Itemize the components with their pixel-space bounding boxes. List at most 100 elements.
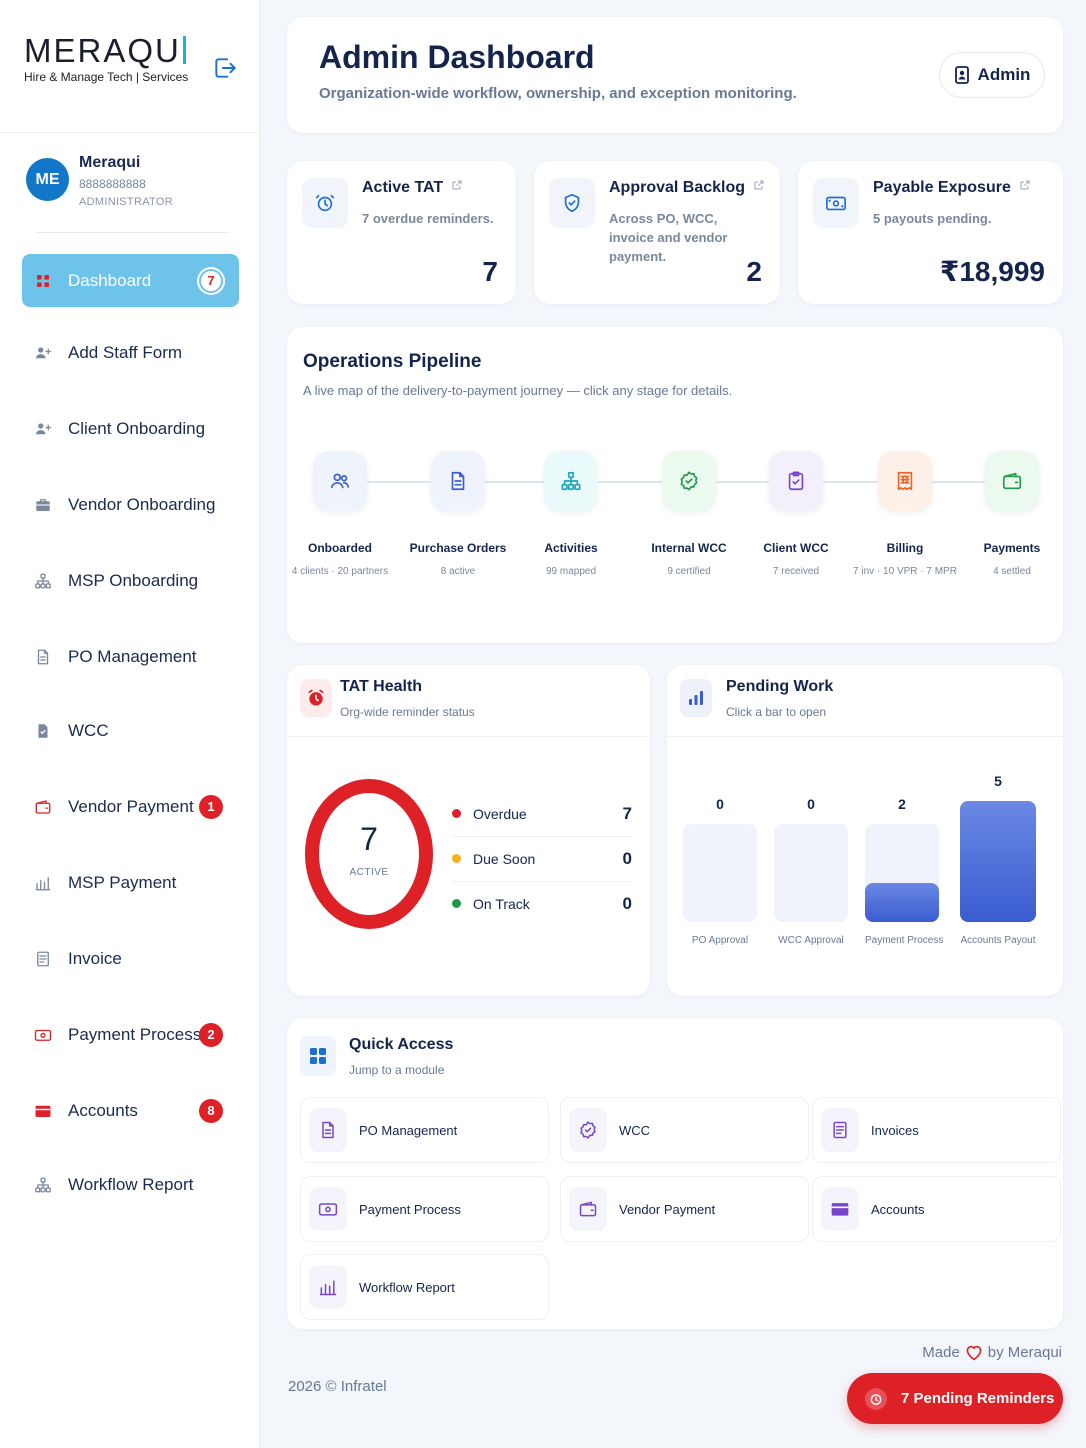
quick-access-invoices[interactable]: Invoices xyxy=(812,1097,1061,1163)
sidebar-item-payment-process[interactable]: Payment Process 2 xyxy=(22,1008,239,1061)
quick-access-wcc[interactable]: WCC xyxy=(560,1097,809,1163)
quick-access-vendor-payment[interactable]: Vendor Payment xyxy=(560,1176,809,1242)
profile-role: ADMINISTRATOR xyxy=(79,196,173,208)
bar-accounts-payout[interactable]: 5 Accounts Payout xyxy=(960,736,1050,996)
badge-check-icon xyxy=(569,1108,607,1152)
copyright: 2026 © Infratel xyxy=(288,1378,387,1395)
hierarchy-icon xyxy=(34,1176,52,1194)
id-badge-icon xyxy=(954,66,969,84)
status-dot xyxy=(452,809,461,818)
brand-logo[interactable]: MERAQU Hire & Manage Tech | Services xyxy=(24,34,189,84)
pipeline-stage-internal-wcc[interactable]: Internal WCC 9 certified xyxy=(629,451,749,577)
stat-card-payable-exposure[interactable]: Payable Exposure 5 payouts pending. ₹18,… xyxy=(798,161,1063,304)
tat-donut-chart xyxy=(305,779,433,929)
bar-category-label: Accounts Payout xyxy=(960,935,1036,946)
sidebar-item-wcc[interactable]: WCC xyxy=(22,704,239,757)
receipt-icon xyxy=(878,451,932,511)
bar-chart-icon xyxy=(309,1265,347,1309)
profile-name: Meraqui xyxy=(79,154,141,171)
sidebar-item-add-staff-form[interactable]: Add Staff Form xyxy=(22,326,239,379)
status-dot xyxy=(452,854,461,863)
sidebar-item-invoice[interactable]: Invoice xyxy=(22,932,239,985)
quick-access-accounts[interactable]: Accounts xyxy=(812,1176,1061,1242)
quick-access-label: Invoices xyxy=(871,1122,919,1138)
wallet-icon xyxy=(34,798,52,816)
sidebar-item-vendor-onboarding[interactable]: Vendor Onboarding xyxy=(22,478,239,531)
pipeline-stage-payments[interactable]: Payments 4 settled xyxy=(952,451,1072,577)
sidebar-item-label: Workflow Report xyxy=(68,1174,194,1194)
profile-phone: 8888888888 xyxy=(79,177,146,191)
tat-health-card: TAT Health Org-wide reminder status 7 AC… xyxy=(287,665,650,996)
stage-meta: 99 mapped xyxy=(545,566,597,577)
status-count: 7 xyxy=(622,803,632,823)
stat-value: 2 xyxy=(746,256,762,287)
sidebar-item-workflow-report[interactable]: Workflow Report xyxy=(22,1158,239,1211)
stage-name: Purchase Orders xyxy=(409,541,507,555)
bar-payment-process[interactable]: 2 Payment Process xyxy=(865,736,953,996)
sidebar-item-accounts[interactable]: Accounts 8 xyxy=(22,1084,239,1137)
pending-reminders-button[interactable]: 7 Pending Reminders xyxy=(847,1373,1063,1424)
bar-wcc-approval[interactable]: 0 WCC Approval xyxy=(774,736,862,996)
sidebar-item-client-onboarding[interactable]: Client Onboarding xyxy=(22,402,239,455)
tat-status-on-track[interactable]: On Track 0 xyxy=(452,881,632,926)
stat-description: 7 overdue reminders. xyxy=(362,211,494,226)
tat-status-due-soon[interactable]: Due Soon 0 xyxy=(452,836,632,881)
external-link-icon xyxy=(452,180,462,190)
bar-fill xyxy=(960,801,1036,922)
stage-meta: 7 inv · 10 VPR · 7 MPR xyxy=(853,566,957,577)
bar-category-label: WCC Approval xyxy=(778,935,844,946)
status-dot xyxy=(452,899,461,908)
bar-value-label: 0 xyxy=(807,796,815,812)
quick-access-workflow-report[interactable]: Workflow Report xyxy=(300,1254,549,1320)
stat-value: ₹18,999 xyxy=(939,256,1045,287)
made-by-credit: Made by Meraqui xyxy=(922,1343,1062,1361)
pipeline-stage-billing[interactable]: Billing 7 inv · 10 VPR · 7 MPR xyxy=(845,451,965,577)
stat-description: Across PO, WCC, invoice and vendor payme… xyxy=(609,211,728,264)
bar-po-approval[interactable]: 0 PO Approval xyxy=(683,736,771,996)
sidebar-item-vendor-payment[interactable]: Vendor Payment 1 xyxy=(22,780,239,833)
sidebar-item-po-management[interactable]: PO Management xyxy=(22,630,239,683)
stage-meta: 7 received xyxy=(772,566,820,577)
brand-tagline: Hire & Manage Tech | Services xyxy=(24,70,189,84)
stat-card-active-tat[interactable]: Active TAT 7 overdue reminders. 7 xyxy=(287,161,516,304)
bar-category-label: Payment Process xyxy=(865,935,944,946)
card-subtitle: Jump to a module xyxy=(349,1063,445,1077)
pipeline-stage-client-wcc[interactable]: Client WCC 7 received xyxy=(736,451,856,577)
sidebar-item-label: Vendor Onboarding xyxy=(68,494,216,514)
tat-status-overdue[interactable]: Overdue 7 xyxy=(452,791,632,836)
grid-icon xyxy=(300,1036,336,1076)
pipeline-stage-onboarded[interactable]: Onboarded 4 clients · 20 partners xyxy=(280,451,400,577)
bar-chart-icon xyxy=(680,679,712,717)
stage-name: Activities xyxy=(544,541,598,555)
sidebar-item-label: Add Staff Form xyxy=(68,342,183,362)
status-count: 0 xyxy=(622,848,632,868)
logout-icon[interactable] xyxy=(212,55,238,81)
wallet-icon xyxy=(985,451,1039,511)
bar-category-label: PO Approval xyxy=(691,935,749,946)
stage-name: Payments xyxy=(983,541,1041,555)
stage-name: Onboarded xyxy=(307,541,372,555)
quick-access-po-management[interactable]: PO Management xyxy=(300,1097,549,1163)
bar-value-label: 5 xyxy=(994,773,1002,789)
invoice-icon xyxy=(34,950,52,968)
card-subtitle: Click a bar to open xyxy=(726,705,827,719)
sidebar-item-label: PO Management xyxy=(68,646,197,666)
user-menu-button[interactable]: Admin xyxy=(939,52,1045,98)
operations-pipeline: Operations Pipeline A live map of the de… xyxy=(287,327,1063,643)
user-menu-label: Admin xyxy=(977,65,1031,84)
sidebar-item-dashboard[interactable]: Dashboard 7 xyxy=(22,254,239,307)
sidebar-item-label: Dashboard xyxy=(68,270,152,290)
clipboard-check-icon xyxy=(769,451,823,511)
pipeline-stage-activities[interactable]: Activities 99 mapped xyxy=(511,451,631,577)
sidebar-item-msp-onboarding[interactable]: MSP Onboarding xyxy=(22,554,239,607)
sidebar-item-msp-payment[interactable]: MSP Payment xyxy=(22,856,239,909)
stat-title: Payable Exposure xyxy=(873,179,1031,197)
quick-access-payment-process[interactable]: Payment Process xyxy=(300,1176,549,1242)
pipeline-stage-purchase-orders[interactable]: Purchase Orders 8 active xyxy=(398,451,518,577)
sidebar: MERAQU Hire & Manage Tech | Services ME … xyxy=(0,0,260,1448)
grid-icon xyxy=(34,272,52,290)
cash-icon xyxy=(813,178,859,228)
quick-access-card: Quick Access Jump to a module PO Managem… xyxy=(287,1018,1063,1329)
stat-card-approval-backlog[interactable]: Approval Backlog Across PO, WCC, invoice… xyxy=(534,161,780,304)
count-badge: 1 xyxy=(199,794,223,819)
